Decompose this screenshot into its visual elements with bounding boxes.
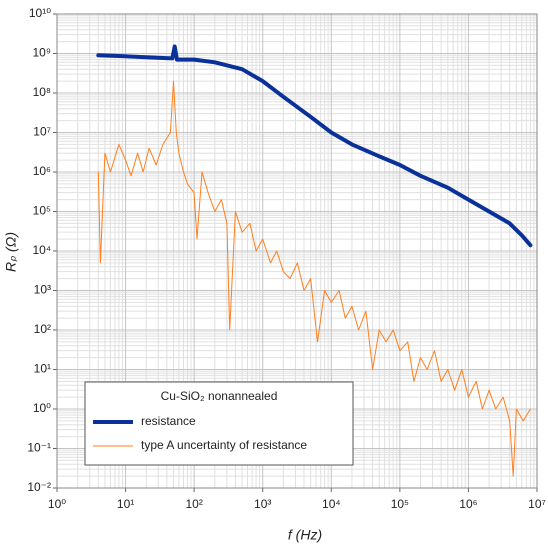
series-line <box>97 80 531 477</box>
y-tick-label: 10¹⁰ <box>29 6 51 20</box>
plot-frame <box>56 13 538 489</box>
y-tick-label: 10² <box>34 322 51 336</box>
x-tick-label: 10⁷ <box>528 497 546 511</box>
x-tick-label: 10³ <box>254 497 271 511</box>
y-tick-label: 10⁰ <box>33 401 51 415</box>
legend-label: type A uncertainty of resistance <box>141 438 307 452</box>
series-line <box>96 44 533 248</box>
x-tick-label: 10⁴ <box>322 497 341 511</box>
y-axis-label: Rₚ (Ω) <box>3 232 19 272</box>
y-tick-label: 10⁻² <box>27 480 51 494</box>
y-tick-label: 10⁶ <box>33 164 51 178</box>
y-tick-label: 10⁴ <box>32 243 51 257</box>
x-tick-label: 10⁶ <box>459 497 477 511</box>
x-tick-label: 10¹ <box>117 497 134 511</box>
y-tick-label: 10³ <box>34 283 51 297</box>
legend-label: resistance <box>141 414 196 428</box>
y-tick-label: 10¹ <box>34 362 51 376</box>
x-tick-label: 10⁰ <box>48 497 66 511</box>
y-tick-label: 10⁸ <box>33 85 51 99</box>
y-tick-label: 10⁻¹ <box>27 441 51 455</box>
x-tick-label: 10² <box>185 497 202 511</box>
y-tick-label: 10⁷ <box>33 125 51 139</box>
y-tick-label: 10⁵ <box>33 204 51 218</box>
y-tick-label: 10⁹ <box>33 46 52 60</box>
legend-title: Cu-SiO₂ nonannealed <box>161 389 278 403</box>
x-axis-label: f (Hz) <box>288 527 322 543</box>
x-tick-label: 10⁵ <box>391 497 409 511</box>
